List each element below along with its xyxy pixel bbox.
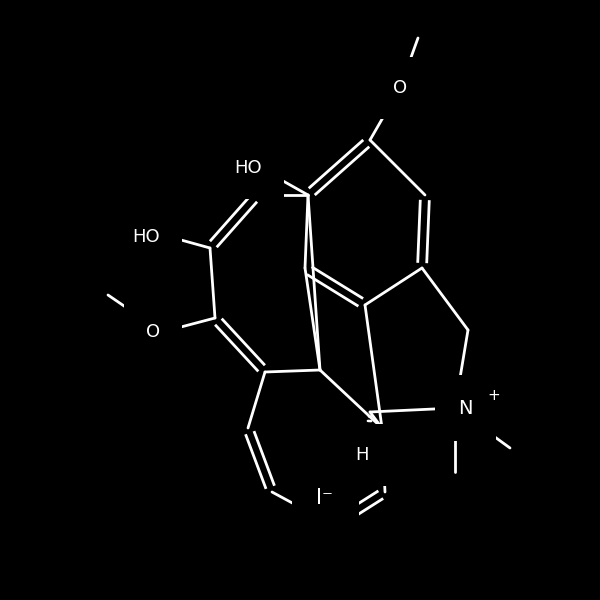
Text: O: O <box>393 79 407 97</box>
Text: +: + <box>487 388 500 403</box>
Text: O: O <box>146 323 160 341</box>
Text: N: N <box>458 398 473 418</box>
Text: HO: HO <box>235 159 262 177</box>
Text: I⁻: I⁻ <box>317 488 334 508</box>
Text: H: H <box>355 446 369 464</box>
Text: HO: HO <box>133 228 160 246</box>
